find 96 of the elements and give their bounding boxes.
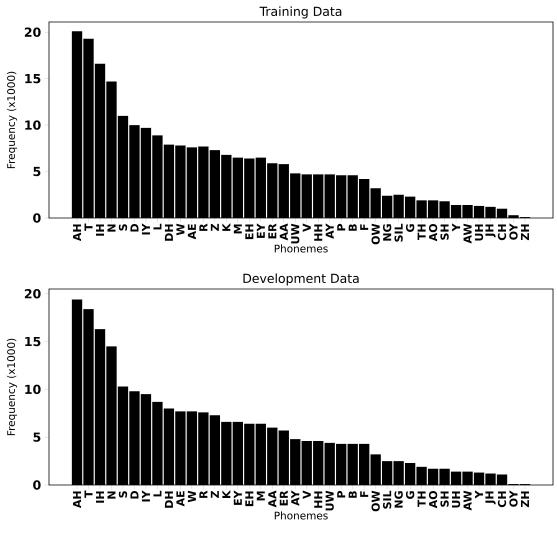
x-tick-label: B [348,224,357,231]
x-tick-label: UW [291,224,300,244]
x-tick-label: IH [96,491,104,503]
x-tick-label: AO [428,490,438,508]
x-tick-label: UH [452,491,460,508]
x-tick-label: AA [268,490,276,508]
x-tick-label: NG [394,491,403,508]
y-axis-title: Frequency (x1000) [6,338,18,436]
x-tick-label: W [188,490,196,502]
x-tick-label: G [406,224,414,232]
y-tick-label: 20 [24,27,41,37]
x-tick-label: Y [475,490,484,498]
x-tick-label: IY [142,490,150,502]
x-tick-label: AA [280,224,288,240]
x-tick-label: TH [418,491,426,508]
x-tick-label: Z [210,224,219,231]
x-tick-label: OW [372,490,380,512]
x-tick-label: K [222,490,230,498]
y-tick-label: 10 [25,120,41,130]
chart-title: Development Data [243,273,359,286]
y-tick-label: 0 [33,480,41,490]
x-tick-label: AO [428,224,438,242]
x-tick-label: Z [210,490,219,498]
x-tick-label: B [348,491,357,498]
x-tick-label: D [130,224,138,232]
x-tick-label: UH [474,224,484,241]
x-tick-label: SIL [383,490,392,509]
x-tick-label: HH [314,491,322,508]
y-tick-label: 20 [24,289,41,298]
x-tick-label: SH [440,224,449,240]
x-tick-label: AH [73,491,82,508]
x-tick-label: EH [245,491,254,506]
x-tick-label: IH [96,224,104,236]
x-axis-title: Phonemes [274,244,328,252]
x-tick-label: ZH [520,491,529,508]
x-tick-label: F [360,491,368,497]
x-tick-label: N [107,224,116,232]
x-tick-label: AY [291,490,300,506]
x-tick-label: JH [485,224,496,238]
x-tick-label: ER [280,490,288,506]
x-tick-label: AW [464,490,472,510]
x-tick-label: EY [256,223,265,238]
x-tick-label: IY [142,223,150,234]
y-tick-label: 5 [34,432,40,442]
y-tick-label: 15 [25,74,40,84]
x-tick-label: OW [372,224,380,244]
x-tick-label: ER [268,224,276,238]
x-tick-label: P [337,224,346,230]
x-tick-label: AE [176,491,184,506]
x-tick-label: D [130,491,138,499]
x-tick-label: CH [498,491,506,508]
x-tick-label: R [199,490,208,498]
x-tick-label: K [222,223,230,231]
x-tick-label: M [256,491,265,500]
x-tick-label: DH [164,491,173,508]
x-tick-label: DH [164,224,173,241]
x-tick-label: TH [418,224,426,240]
x-tick-label: EH [245,224,254,240]
x-tick-label: AE [188,224,196,240]
x-tick-label: OY [509,490,518,507]
x-tick-label: R [199,224,208,231]
y-tick-label: 0 [33,213,41,223]
x-tick-label: S [118,491,128,498]
x-tick-label: OY [509,223,518,240]
x-tick-label: S [118,224,128,231]
x-tick-label: CH [498,224,506,240]
x-tick-label: JH [485,491,496,504]
x-tick-label: V [302,490,311,499]
x-tick-label: P [337,490,346,498]
x-tick-label: AH [73,224,82,242]
x-tick-label: SIL [394,224,403,242]
x-tick-label: V [302,224,311,232]
x-tick-label: UW [326,490,334,510]
x-tick-label: AY [326,223,334,239]
x-axis-title: Phonemes [274,511,328,520]
x-tick-label: T [84,490,93,498]
x-tick-label: F [360,224,368,230]
x-tick-label: EY [234,490,242,505]
x-tick-label: Y [452,223,460,232]
y-axis-title: Frequency (x1000) [6,72,18,168]
x-tick-label: G [406,491,414,499]
x-tick-label: L [153,224,162,230]
x-tick-label: SH [440,491,449,507]
x-tick-label: L [153,490,162,496]
x-tick-label: HH [314,224,322,241]
y-tick-label: 10 [25,384,41,394]
x-tick-label: T [84,224,93,231]
chart-title: Training Data [260,6,342,18]
y-tick-label: 5 [34,166,40,176]
x-tick-label: NG [383,224,392,241]
x-tick-label: M [234,224,242,234]
x-tick-label: W [176,224,184,236]
x-tick-label: AW [464,224,472,244]
x-tick-label: ZH [520,224,529,240]
x-tick-label: N [107,491,116,499]
y-tick-label: 15 [25,336,40,346]
